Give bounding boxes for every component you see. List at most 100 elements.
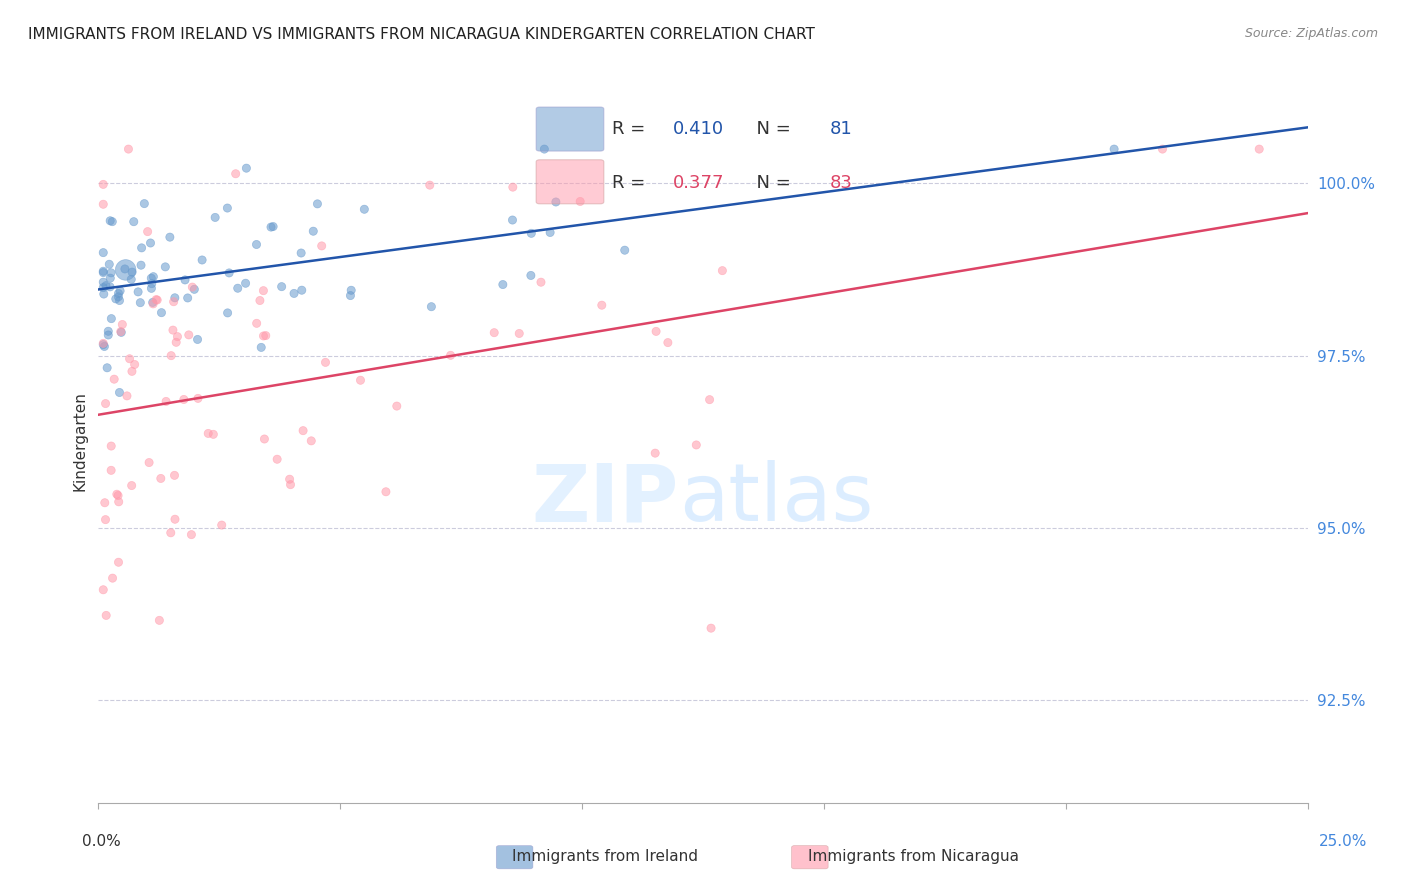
Text: Immigrants from Ireland: Immigrants from Ireland: [512, 849, 697, 863]
Text: IMMIGRANTS FROM IRELAND VS IMMIGRANTS FROM NICARAGUA KINDERGARTEN CORRELATION CH: IMMIGRANTS FROM IRELAND VS IMMIGRANTS FR…: [28, 27, 815, 42]
Point: [141, 277, 163, 291]
Text: atlas: atlas: [679, 460, 873, 539]
Point: [155, 260, 177, 274]
Point: [162, 323, 184, 337]
Point: [115, 389, 138, 403]
Point: [644, 446, 666, 460]
Point: [254, 328, 277, 343]
Text: R =: R =: [613, 120, 651, 138]
Point: [107, 555, 129, 569]
Point: [91, 336, 114, 351]
Text: R =: R =: [613, 174, 651, 192]
Point: [484, 326, 506, 340]
Point: [134, 196, 156, 211]
Point: [98, 257, 121, 271]
Point: [148, 613, 170, 627]
Point: [197, 426, 219, 441]
Point: [235, 161, 257, 176]
Point: [685, 438, 707, 452]
Point: [142, 297, 165, 311]
Point: [100, 311, 122, 326]
Point: [94, 278, 117, 293]
Point: [145, 293, 167, 307]
Point: [645, 325, 668, 339]
Point: [202, 427, 225, 442]
Point: [94, 513, 117, 527]
Point: [290, 246, 312, 260]
Point: [122, 215, 145, 229]
Point: [262, 219, 284, 234]
Point: [163, 294, 186, 309]
Point: [183, 282, 205, 296]
Point: [142, 295, 165, 310]
Point: [91, 197, 114, 211]
Point: [107, 290, 129, 304]
Point: [226, 281, 249, 295]
Point: [339, 288, 361, 302]
Point: [150, 306, 173, 320]
Point: [502, 180, 524, 194]
Text: 81: 81: [830, 120, 852, 138]
Point: [508, 326, 530, 341]
Point: [98, 214, 121, 228]
Point: [292, 424, 315, 438]
Point: [307, 197, 329, 211]
Point: [225, 167, 247, 181]
Text: Immigrants from Nicaragua: Immigrants from Nicaragua: [808, 849, 1019, 863]
Point: [176, 291, 198, 305]
Point: [538, 226, 561, 240]
Point: [266, 452, 288, 467]
Point: [131, 241, 153, 255]
Point: [204, 211, 226, 225]
Point: [91, 275, 114, 289]
Point: [159, 230, 181, 244]
Point: [97, 324, 120, 338]
Point: [129, 258, 152, 272]
Point: [94, 496, 117, 510]
Point: [187, 392, 209, 406]
Point: [98, 280, 121, 294]
Point: [520, 268, 543, 283]
Text: N =: N =: [745, 174, 797, 192]
Point: [613, 243, 636, 257]
Point: [278, 472, 301, 486]
Text: 0.377: 0.377: [672, 174, 724, 192]
Point: [138, 456, 160, 470]
Point: [246, 316, 269, 330]
Point: [280, 477, 302, 491]
Point: [129, 295, 152, 310]
Point: [569, 194, 592, 209]
Point: [108, 284, 131, 298]
Point: [94, 396, 117, 410]
Point: [166, 329, 188, 343]
Point: [420, 300, 443, 314]
Point: [127, 285, 149, 299]
Point: [349, 373, 371, 387]
Point: [544, 194, 567, 209]
Point: [114, 263, 136, 277]
Point: [141, 281, 163, 295]
Point: [108, 293, 131, 308]
Point: [110, 325, 132, 339]
FancyBboxPatch shape: [536, 107, 603, 151]
Point: [1249, 142, 1271, 156]
Point: [530, 275, 553, 289]
Point: [107, 286, 129, 301]
Point: [253, 432, 276, 446]
Text: Source: ZipAtlas.com: Source: ZipAtlas.com: [1244, 27, 1378, 40]
Point: [340, 283, 363, 297]
Point: [174, 273, 197, 287]
Point: [91, 264, 114, 278]
Point: [124, 358, 146, 372]
Point: [353, 202, 375, 217]
Point: [100, 439, 122, 453]
Point: [249, 293, 271, 308]
Point: [111, 318, 134, 332]
Point: [104, 292, 127, 306]
Point: [187, 333, 209, 347]
Point: [97, 328, 120, 343]
Point: [93, 339, 115, 353]
Point: [149, 471, 172, 485]
Point: [93, 287, 115, 301]
Point: [100, 463, 122, 477]
